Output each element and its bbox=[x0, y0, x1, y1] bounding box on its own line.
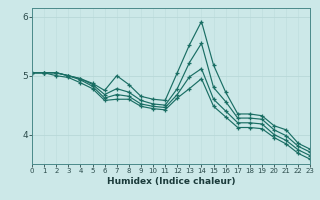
X-axis label: Humidex (Indice chaleur): Humidex (Indice chaleur) bbox=[107, 177, 236, 186]
